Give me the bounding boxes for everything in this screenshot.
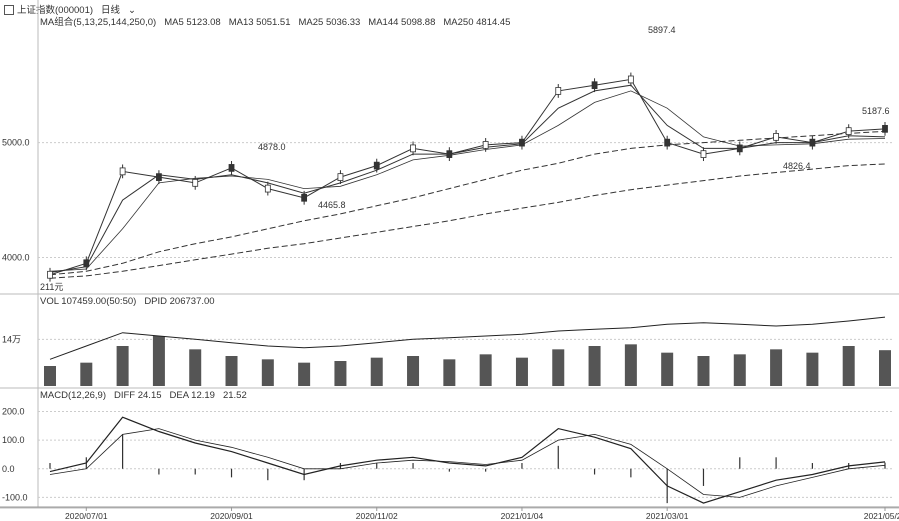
price-candle-body bbox=[519, 138, 525, 147]
price-header: 上证指数(000001) 日线 ⌄ bbox=[4, 2, 144, 16]
price-tick-label: 5000.0 bbox=[2, 138, 30, 148]
price-candle-body bbox=[410, 144, 416, 153]
volume-bar bbox=[806, 352, 819, 386]
volume-tick-label: 14万 bbox=[2, 334, 21, 344]
macd-header: MACD(12,26,9) DIFF 24.15 DEA 12.19 21.52 bbox=[40, 390, 255, 401]
macd-tick-label: -100.0 bbox=[2, 492, 28, 502]
volume-bar bbox=[443, 359, 456, 386]
price-candle-body bbox=[119, 167, 126, 176]
price-candle-body bbox=[664, 138, 671, 147]
volume-bar bbox=[661, 352, 674, 386]
price-candle-body bbox=[264, 184, 271, 193]
volume-bar bbox=[152, 336, 165, 386]
volume-bar bbox=[261, 359, 274, 386]
price-candle-body bbox=[591, 81, 598, 90]
volume-bar bbox=[479, 354, 492, 386]
price-ma-line bbox=[49, 78, 886, 276]
local-high-annotation: 4878.0 bbox=[258, 142, 286, 152]
ma25-value: MA25 5036.33 bbox=[298, 17, 361, 28]
volume-header: VOL 107459.00(50:50) DPID 206737.00 bbox=[40, 296, 223, 307]
dea-value: DEA 12.19 bbox=[169, 390, 215, 401]
price-candle-body bbox=[809, 138, 816, 147]
ma-header: MA组合(5,13,25,144,250,0) MA5 5123.08 MA13 5… bbox=[40, 14, 518, 28]
volume-bar bbox=[407, 356, 420, 386]
price-candle-body bbox=[83, 259, 90, 268]
x-tick-label: 2021/01/04 bbox=[501, 511, 544, 521]
price-ma-line bbox=[49, 84, 886, 273]
macd-diff-line bbox=[49, 416, 886, 504]
price-candle-body bbox=[882, 125, 888, 133]
volume-bar bbox=[189, 349, 202, 386]
ma-combo-label[interactable]: MA组合(5,13,25,144,250,0) bbox=[40, 17, 157, 28]
ma5-value: MA5 5123.08 bbox=[164, 17, 221, 28]
volume-bar bbox=[116, 346, 129, 386]
macd-tick-label: 200.0 bbox=[2, 406, 25, 416]
price-candle-body bbox=[482, 141, 489, 149]
ma250-value: MA250 4814.45 bbox=[443, 17, 511, 28]
price-candle-body bbox=[301, 193, 308, 202]
volume-bar bbox=[842, 346, 855, 386]
price-ma-line bbox=[49, 163, 886, 279]
low-annotation: 4465.8 bbox=[318, 200, 346, 210]
period-selector[interactable]: 日线 bbox=[101, 5, 121, 16]
macd-label: MACD(12,26,9) bbox=[40, 390, 106, 401]
price-candle-body bbox=[337, 173, 344, 181]
price-ma-line bbox=[49, 130, 886, 276]
price-candle-body bbox=[736, 144, 743, 153]
recent-low-annotation: 4826.4 bbox=[783, 161, 811, 171]
volume-bar bbox=[879, 350, 891, 386]
high-annotation: 5897.4 bbox=[648, 25, 676, 35]
price-candle-body bbox=[192, 179, 199, 187]
price-candle-body bbox=[845, 127, 852, 135]
chart-title: 上证指数(000001) bbox=[17, 5, 94, 16]
dpid-value: DPID 206737.00 bbox=[144, 296, 215, 307]
price-tick-label: 4000.0 bbox=[2, 253, 30, 263]
price-candle-body bbox=[773, 133, 779, 141]
volume-bar bbox=[697, 356, 710, 386]
vol-value: VOL 107459.00(50:50) bbox=[40, 296, 137, 307]
volume-bar bbox=[515, 357, 528, 386]
price-ma-line bbox=[49, 90, 886, 272]
volume-bar bbox=[588, 346, 601, 386]
volume-bar bbox=[552, 349, 565, 386]
volume-bar bbox=[770, 349, 783, 386]
macd-dea-line bbox=[49, 428, 886, 498]
price-candle-body bbox=[446, 150, 453, 158]
price-candle-body bbox=[700, 150, 707, 158]
price-candle-body bbox=[228, 164, 235, 172]
x-tick-label: 2020/11/02 bbox=[356, 511, 398, 521]
price-candle-body bbox=[373, 161, 380, 170]
chart-window-icon bbox=[4, 5, 14, 16]
macd-tick-label: 0.0 bbox=[2, 464, 15, 474]
diff-value: DIFF 24.15 bbox=[114, 390, 162, 401]
macd-value: 21.52 bbox=[222, 390, 247, 401]
volume-bar bbox=[334, 361, 347, 386]
volume-bar bbox=[298, 362, 311, 386]
volume-dpid-line bbox=[49, 316, 886, 360]
macd-tick-label: 100.0 bbox=[2, 435, 25, 445]
ma13-value: MA13 5051.51 bbox=[228, 17, 291, 28]
volume-bar bbox=[44, 366, 56, 386]
volume-bar bbox=[624, 344, 637, 386]
price-candle-body bbox=[156, 173, 162, 181]
chevron-down-icon[interactable]: ⌄ bbox=[128, 5, 137, 16]
volume-bar bbox=[80, 362, 93, 386]
volume-bar bbox=[225, 356, 238, 386]
recent-high-annotation: 5187.6 bbox=[862, 106, 890, 116]
start-annotation: 211元 bbox=[40, 282, 63, 292]
price-candle-body bbox=[47, 270, 53, 279]
volume-bar bbox=[733, 354, 746, 386]
price-candle-body bbox=[627, 75, 634, 84]
x-tick-label: 2020/09/01 bbox=[210, 511, 253, 521]
x-tick-label: 2020/07/01 bbox=[65, 511, 108, 521]
ma144-value: MA144 5098.88 bbox=[368, 17, 436, 28]
x-tick-label: 2021/03/01 bbox=[646, 511, 689, 521]
x-tick-label: 2021/05/24 bbox=[864, 511, 899, 521]
price-candle-body bbox=[555, 87, 562, 95]
volume-bar bbox=[370, 357, 383, 386]
